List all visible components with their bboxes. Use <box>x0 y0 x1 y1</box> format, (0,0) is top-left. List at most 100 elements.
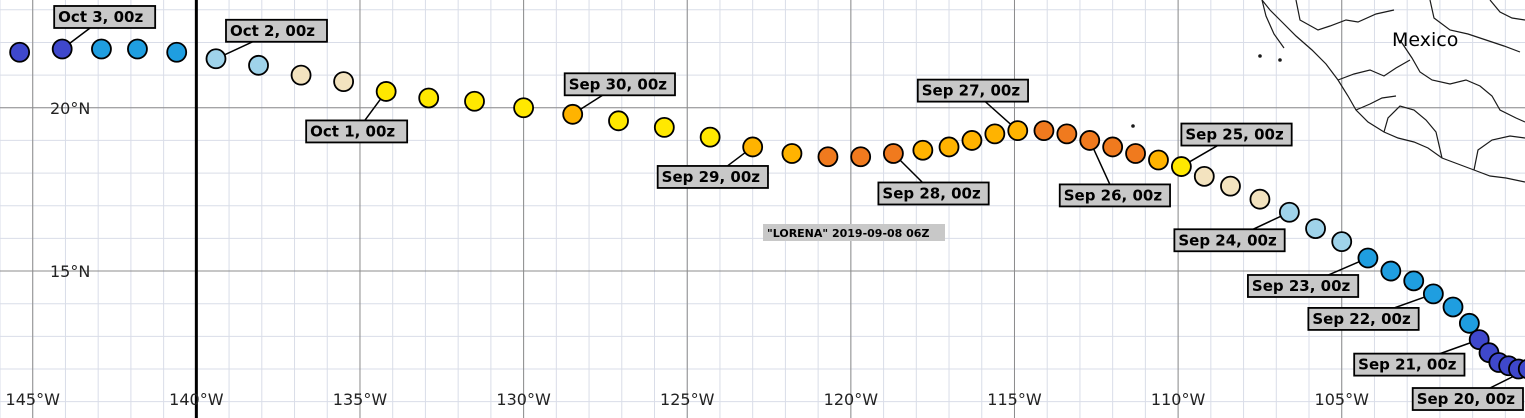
track-point <box>1125 143 1146 164</box>
track-point <box>1148 149 1169 171</box>
storm-caption-background <box>763 224 945 241</box>
track-point <box>1278 201 1300 223</box>
date-label-box <box>877 181 990 206</box>
date-label: Sep 24, 00z <box>1173 228 1286 253</box>
latitude-tick-label: 15°N <box>50 262 90 281</box>
date-label: Oct 3, 00z <box>53 5 157 29</box>
track-point <box>961 130 983 151</box>
track-point <box>1056 123 1078 145</box>
track-point <box>699 126 721 148</box>
date-label-text: Oct 2, 00z <box>230 22 315 40</box>
date-label-text: Oct 1, 00z <box>310 122 395 140</box>
track-point <box>91 38 112 60</box>
date-label-box <box>225 18 328 43</box>
date-label-text: Sep 22, 00z <box>1312 310 1411 328</box>
track-point <box>375 81 397 102</box>
track-point <box>290 64 312 86</box>
gulf-coast-path <box>1489 0 1525 21</box>
date-label-box <box>305 119 409 144</box>
track-point <box>1079 130 1101 151</box>
island-dot <box>1258 54 1262 58</box>
track-point <box>1357 247 1379 269</box>
track-point <box>464 90 485 112</box>
track-point <box>513 97 535 119</box>
track-point <box>1220 175 1241 197</box>
track-point <box>1331 231 1353 253</box>
longitude-tick-label: 135°W <box>333 390 388 409</box>
island-dot <box>1131 124 1135 128</box>
track-point <box>817 146 839 168</box>
date-label-box <box>916 78 1029 103</box>
latitude-tick-label: 20°N <box>50 99 90 118</box>
date-label-box <box>563 72 676 97</box>
track-point <box>166 41 188 63</box>
inland-border-path <box>1473 135 1525 171</box>
inland-border-path <box>1355 95 1397 111</box>
island-dot <box>1278 58 1282 62</box>
track-point <box>9 41 31 63</box>
longitude-tick-label: 120°W <box>824 390 879 409</box>
track-point <box>781 143 803 164</box>
date-label: Oct 2, 00z <box>225 18 328 43</box>
track-point <box>1458 312 1480 334</box>
date-label-text: Sep 23, 00z <box>1252 277 1351 295</box>
track-point <box>333 71 355 93</box>
track-point <box>608 110 629 132</box>
date-label-text: Sep 29, 00z <box>662 168 761 186</box>
date-label-text: Sep 25, 00z <box>1185 126 1284 144</box>
date-label-box <box>656 165 769 189</box>
track-point <box>1102 136 1124 158</box>
track-point <box>1403 270 1425 292</box>
storm-caption-text: "LORENA" 2019-09-08 06Z <box>767 227 929 240</box>
storm-track-points <box>9 38 1525 380</box>
track-point <box>51 38 73 60</box>
track-point <box>1380 260 1402 282</box>
track-point <box>248 54 269 76</box>
longitude-tick-label: 130°W <box>496 390 551 409</box>
mexico-coastline-path <box>1261 0 1525 183</box>
storm-caption: "LORENA" 2019-09-08 06Z <box>763 224 945 241</box>
track-point <box>1305 218 1326 239</box>
baja-tip-path <box>1261 0 1285 49</box>
date-labels: Oct 3, 00z Oct 2, 00z Oct 1, 00z Sep 30, 00… <box>53 5 1524 411</box>
date-label: Sep 29, 00z <box>656 165 769 189</box>
axis-labels: 145°W 140°W 135°W 130°W 125°W 120°W 115°W 110°W… <box>6 99 1370 409</box>
inland-border-path <box>1337 59 1411 81</box>
date-label-box <box>1247 274 1360 298</box>
track-point <box>1033 120 1055 142</box>
date-label-box <box>1411 387 1524 411</box>
track-point <box>418 87 440 109</box>
date-label-text: Sep 30, 00z <box>569 75 668 93</box>
date-label: Sep 25, 00z <box>1180 122 1293 147</box>
date-label-box <box>1307 307 1420 331</box>
country-label-mexico: Mexico <box>1392 29 1458 51</box>
track-point <box>1170 156 1192 177</box>
date-label: Sep 22, 00z <box>1307 307 1420 331</box>
track-point <box>938 136 960 158</box>
date-label-text: Sep 24, 00z <box>1178 231 1277 249</box>
date-label: Sep 26, 00z <box>1058 183 1171 208</box>
date-label-text: Oct 3, 00z <box>58 8 143 26</box>
date-label-text: Sep 28, 00z <box>882 184 981 202</box>
longitude-tick-label: 115°W <box>987 390 1042 409</box>
date-label-box <box>1353 352 1466 377</box>
track-point <box>653 116 675 138</box>
date-label: Oct 1, 00z <box>305 119 409 144</box>
track-point <box>205 48 227 70</box>
inland-border-path <box>1295 0 1395 31</box>
date-label-box <box>1058 183 1171 208</box>
track-point <box>912 139 934 161</box>
date-label: Sep 27, 00z <box>916 78 1029 103</box>
date-label: Sep 21, 00z <box>1353 352 1466 377</box>
track-point <box>1007 120 1029 142</box>
date-label-box <box>1173 228 1286 253</box>
date-label: Sep 30, 00z <box>563 72 676 97</box>
date-label: Sep 28, 00z <box>877 181 990 206</box>
track-point <box>1517 359 1525 379</box>
inland-border-path <box>1399 39 1525 123</box>
inland-border-path <box>1383 105 1443 159</box>
longitude-tick-label: 105°W <box>1315 390 1370 409</box>
track-point <box>742 136 764 158</box>
